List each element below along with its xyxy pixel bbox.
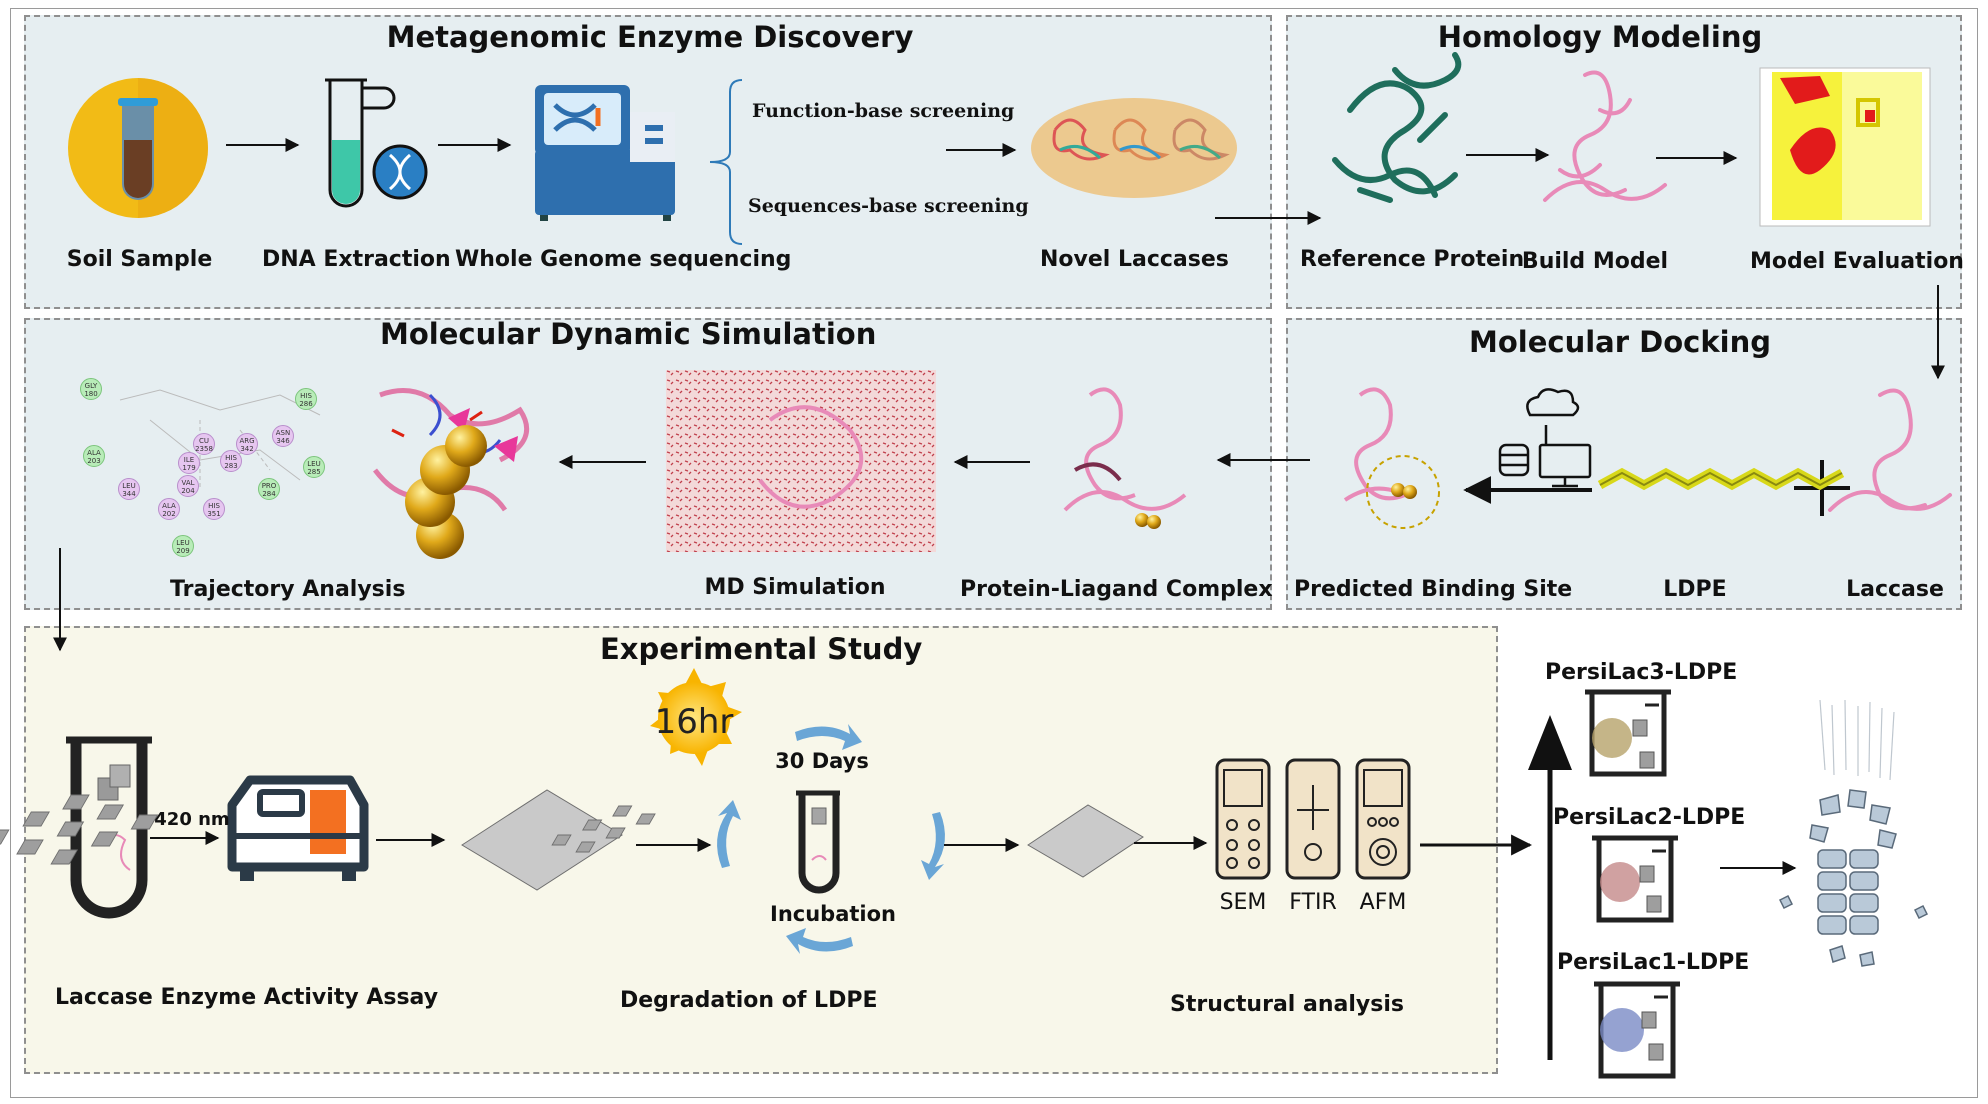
- residue-bubble: ILE 179: [178, 452, 200, 474]
- whole-genome-label: Whole Genome sequencing: [455, 247, 792, 272]
- soil-sample-icon: [68, 78, 208, 218]
- laccase-label: Laccase: [1846, 577, 1944, 602]
- residue-bubble: HIS 286: [295, 388, 317, 410]
- beaker-lac1-icon: [1594, 981, 1680, 1079]
- ligand-spheres-icon: [373, 388, 530, 559]
- figure-frame: [10, 8, 1978, 1098]
- fragmented-film-icon: [1778, 699, 1929, 967]
- days-label: 30 Days: [775, 749, 869, 773]
- protein-ligand-label: Protein-Liagand Complex: [960, 577, 1273, 602]
- predicted-binding-site-icon: [1343, 387, 1440, 529]
- structural-label: Structural analysis: [1170, 992, 1404, 1017]
- ldpe-label: LDPE: [1663, 577, 1727, 602]
- novel-laccases-label: Novel Laccases: [1040, 247, 1229, 272]
- assay-label: Laccase Enzyme Activity Assay: [55, 985, 439, 1010]
- sun-icon: [650, 668, 742, 766]
- metagenomic-title: Metagenomic Enzyme Discovery: [386, 20, 914, 54]
- residue-bubble: LEU 344: [118, 478, 140, 500]
- residue-bubble: PRO 284: [258, 478, 280, 500]
- ramachandran-plot-icon: [1759, 67, 1931, 227]
- predicted-site-label: Predicted Binding Site: [1294, 577, 1573, 602]
- degraded-film-icon: [551, 804, 1144, 878]
- beaker-lac3-icon: [1585, 689, 1671, 777]
- laccase-structure-icon: [1828, 388, 1952, 512]
- reference-protein-icon: [1332, 52, 1462, 203]
- incubation-tube-icon: [796, 790, 840, 894]
- residue-bubble: HIS 283: [220, 450, 242, 472]
- novel-laccases-icon: [1031, 98, 1237, 198]
- dna-extraction-icon: [325, 78, 428, 208]
- soil-sample-label: Soil Sample: [66, 247, 213, 272]
- md-simulation-box: [666, 370, 936, 552]
- reference-protein-label: Reference Protein: [1300, 247, 1525, 272]
- residue-bubble: VAL 204: [177, 475, 199, 497]
- sequencer-icon: [535, 85, 675, 221]
- build-model-label: Build Model: [1521, 249, 1669, 274]
- residue-bubble: ASN 346: [272, 425, 294, 447]
- residue-bubble: LEU 285: [303, 456, 325, 478]
- build-model-icon: [1543, 70, 1667, 202]
- dna-extraction-label: DNA Extraction: [262, 247, 451, 272]
- residue-bubble: GLY 180: [80, 378, 102, 400]
- spectrophotometer-icon: [227, 775, 369, 881]
- ldpe-chain-icon: [1597, 467, 1845, 491]
- residue-bubble: HIS 351: [203, 498, 225, 520]
- ldpe-film-icon: [0, 789, 623, 891]
- panel-docking: [1286, 318, 1962, 610]
- computing-icon: [1498, 388, 1592, 488]
- degradation-label: Degradation of LDPE: [620, 988, 878, 1013]
- sem-label: SEM: [1219, 890, 1267, 915]
- experimental-title: Experimental Study: [600, 632, 923, 666]
- afm-device-icon: [1355, 758, 1411, 880]
- assay-tube-icon: [66, 736, 152, 919]
- sequence-screening-label: Sequences-base screening: [748, 195, 1029, 217]
- residue-bubble: CU 2358: [193, 433, 215, 455]
- incubation-label: Incubation: [770, 902, 896, 926]
- residue-bubble: ALA 203: [83, 445, 105, 467]
- docking-title: Molecular Docking: [1469, 325, 1771, 359]
- afm-label: AFM: [1359, 890, 1407, 915]
- big-up-arrow: [1528, 715, 1572, 1060]
- panel-md: [24, 318, 1272, 610]
- homology-title: Homology Modeling: [1437, 20, 1763, 54]
- beaker-lac2-icon: [1592, 835, 1678, 923]
- trajectory-analysis-label: Trajectory Analysis: [170, 577, 406, 602]
- wavelength-label: 420 nm: [154, 809, 230, 830]
- lac2-label: PersiLac2-LDPE: [1553, 805, 1746, 830]
- md-simulation-label: MD Simulation: [704, 575, 886, 600]
- lac1-label: PersiLac1-LDPE: [1557, 950, 1750, 975]
- residue-bubble: ALA 202: [158, 498, 180, 520]
- md-title: Molecular Dynamic Simulation: [380, 317, 877, 351]
- ftir-device-icon: [1285, 758, 1341, 880]
- residue-bubble: ARG 342: [236, 433, 258, 455]
- model-evaluation-label: Model Evaluation: [1750, 249, 1964, 274]
- protein-ligand-complex-icon: [1063, 387, 1187, 529]
- function-screening-label: Function-base screening: [752, 100, 1015, 122]
- residue-bubble: LEU 209: [172, 535, 194, 557]
- cycle-arrows-icon: [717, 724, 945, 954]
- lac3-label: PersiLac3-LDPE: [1545, 660, 1738, 685]
- sem-device-icon: [1215, 758, 1271, 880]
- ftir-label: FTIR: [1289, 890, 1337, 915]
- sun-text: 16hr: [654, 702, 734, 742]
